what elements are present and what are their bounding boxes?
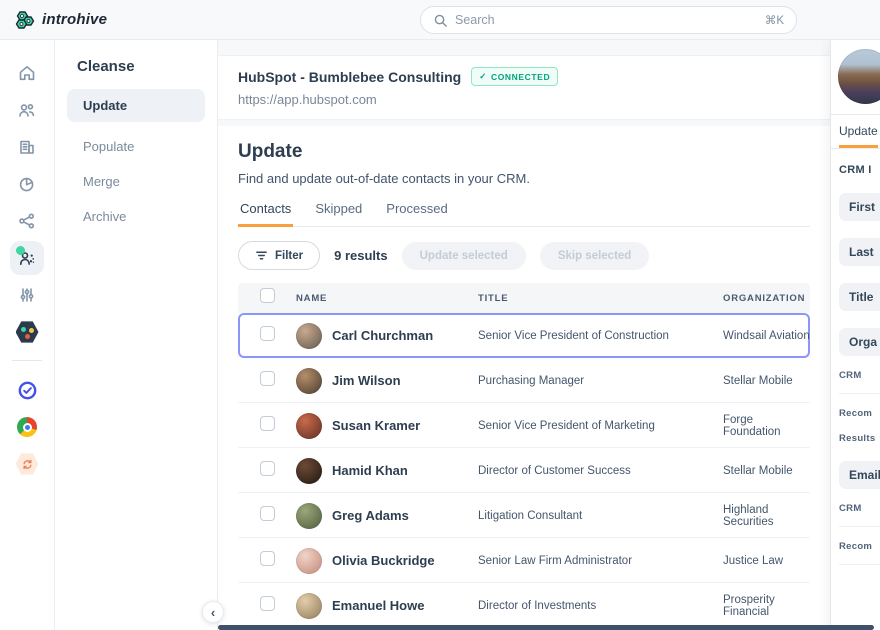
- filter-icon: [256, 251, 267, 260]
- row-checkbox[interactable]: [260, 460, 275, 476]
- introhive-logo: introhive: [14, 9, 107, 31]
- panel-divider: [839, 393, 880, 394]
- blue-check-app-icon[interactable]: [10, 373, 44, 407]
- avatar: [296, 322, 322, 349]
- sidebar-item-update[interactable]: Update: [67, 89, 205, 122]
- avatar: [296, 502, 322, 529]
- skip-selected-button[interactable]: Skip selected: [539, 241, 650, 270]
- top-bar: introhive ⌘K: [0, 0, 880, 40]
- row-checkbox[interactable]: [260, 370, 275, 386]
- cleanse-green-dot: [16, 246, 25, 255]
- connection-card: HubSpot - Bumblebee Consulting ✓ CONNECT…: [218, 55, 830, 120]
- company-icon[interactable]: [10, 130, 44, 164]
- sync-app-icon[interactable]: [10, 447, 44, 481]
- row-checkbox[interactable]: [260, 550, 275, 566]
- sidebar-item-archive[interactable]: Archive: [83, 209, 127, 224]
- table-row[interactable]: Jim Wilson Purchasing Manager Stellar Mo…: [238, 358, 810, 403]
- connection-url: https://app.hubspot.com: [238, 92, 377, 107]
- column-header-name: NAME: [296, 292, 328, 304]
- update-selected-button[interactable]: Update selected: [401, 241, 526, 270]
- home-icon[interactable]: [10, 56, 44, 90]
- panel-tab-update[interactable]: Update: [839, 124, 878, 148]
- row-checkbox[interactable]: [260, 325, 275, 341]
- introhive-logo-icon: [15, 10, 35, 29]
- table-header: NAME TITLE ORGANIZATION: [238, 283, 810, 313]
- tab-contacts[interactable]: Contacts: [238, 201, 294, 227]
- contact-detail-panel: Update CRM I First Last Title Orga CRM R…: [830, 40, 880, 630]
- sidebar-item-populate[interactable]: Populate: [83, 139, 135, 154]
- adjustments-icon[interactable]: [10, 278, 44, 312]
- search-input[interactable]: [455, 13, 758, 27]
- table-toolbar: Filter 9 results Update selected Skip se…: [238, 241, 810, 270]
- table-row[interactable]: Olivia Buckridge Senior Law Firm Adminis…: [238, 538, 810, 583]
- search-shortcut: ⌘K: [764, 15, 784, 27]
- tab-skipped[interactable]: Skipped: [315, 201, 363, 216]
- table-row[interactable]: Carl Churchman Senior Vice President of …: [238, 313, 810, 358]
- check-icon: ✓: [479, 71, 487, 81]
- hexagon-app-icon[interactable]: [10, 315, 44, 349]
- table-row[interactable]: Greg Adams Litigation Consultant Highlan…: [238, 493, 810, 538]
- panel-crm-info-label: CRM I: [839, 164, 872, 176]
- select-all-checkbox[interactable]: [260, 288, 275, 303]
- results-count: 9 results: [334, 248, 388, 263]
- connected-badge: ✓ CONNECTED: [471, 67, 559, 86]
- search-icon: [434, 14, 447, 27]
- icon-rail: [0, 40, 55, 630]
- table-row[interactable]: Hamid Khan Director of Customer Success …: [238, 448, 810, 493]
- contacts-table: NAME TITLE ORGANIZATION Carl Churchman S…: [238, 283, 810, 628]
- panel-crm-label: CRM: [839, 503, 862, 514]
- row-checkbox[interactable]: [260, 415, 275, 431]
- cleanse-icon[interactable]: [10, 241, 44, 275]
- table-row[interactable]: Emanuel Howe Director of Investments Pro…: [238, 583, 810, 628]
- update-section: Update Find and update out-of-date conta…: [218, 126, 830, 630]
- page-subtitle: Find and update out-of-date contacts in …: [238, 171, 530, 186]
- panel-field-organization[interactable]: Orga: [839, 328, 880, 356]
- panel-divider: [831, 148, 880, 149]
- page-title: Update: [238, 141, 303, 162]
- tab-processed[interactable]: Processed: [386, 201, 448, 216]
- pie-chart-icon[interactable]: [10, 167, 44, 201]
- panel-crm-label: CRM: [839, 370, 862, 381]
- panel-recommended-label: Recom: [839, 541, 873, 552]
- contacts-icon[interactable]: [10, 93, 44, 127]
- browser-app-icon[interactable]: [10, 410, 44, 444]
- panel-divider: [839, 526, 880, 527]
- table-row[interactable]: Susan Kramer Senior Vice President of Ma…: [238, 403, 810, 448]
- horizontal-scrollbar[interactable]: [218, 625, 874, 630]
- global-search[interactable]: ⌘K: [420, 6, 797, 34]
- row-checkbox[interactable]: [260, 505, 275, 521]
- row-checkbox[interactable]: [260, 595, 275, 611]
- tab-bar: Contacts Skipped Processed: [238, 201, 810, 227]
- cleanse-sidebar: Cleanse Update Populate Merge Archive: [55, 40, 218, 630]
- avatar: [296, 592, 322, 619]
- panel-field-title[interactable]: Title: [839, 283, 880, 311]
- panel-field-last-name[interactable]: Last: [839, 238, 880, 266]
- relationships-icon[interactable]: [10, 204, 44, 238]
- panel-results-label: Results: [839, 433, 876, 444]
- panel-field-first-name[interactable]: First: [839, 193, 880, 221]
- rail-divider: [12, 360, 42, 361]
- main-content: HubSpot - Bumblebee Consulting ✓ CONNECT…: [218, 40, 830, 630]
- panel-field-email[interactable]: Email: [839, 461, 880, 489]
- avatar: [296, 547, 322, 574]
- avatar: [296, 457, 322, 484]
- avatar: [296, 412, 322, 439]
- avatar: [296, 367, 322, 394]
- contact-photo: [838, 49, 880, 104]
- sidebar-item-merge[interactable]: Merge: [83, 174, 120, 189]
- sidebar-title: Cleanse: [77, 58, 135, 75]
- table-body: Carl Churchman Senior Vice President of …: [238, 313, 810, 628]
- logo-wordmark: introhive: [42, 11, 108, 28]
- panel-recommended-label: Recom: [839, 408, 873, 419]
- panel-divider: [839, 564, 880, 565]
- column-header-organization: ORGANIZATION: [723, 292, 806, 304]
- panel-divider: [831, 114, 880, 115]
- column-header-title: TITLE: [478, 292, 509, 304]
- filter-button[interactable]: Filter: [238, 241, 321, 270]
- sidebar-collapse-button[interactable]: ‹: [202, 601, 224, 623]
- connection-name: HubSpot - Bumblebee Consulting: [238, 68, 462, 85]
